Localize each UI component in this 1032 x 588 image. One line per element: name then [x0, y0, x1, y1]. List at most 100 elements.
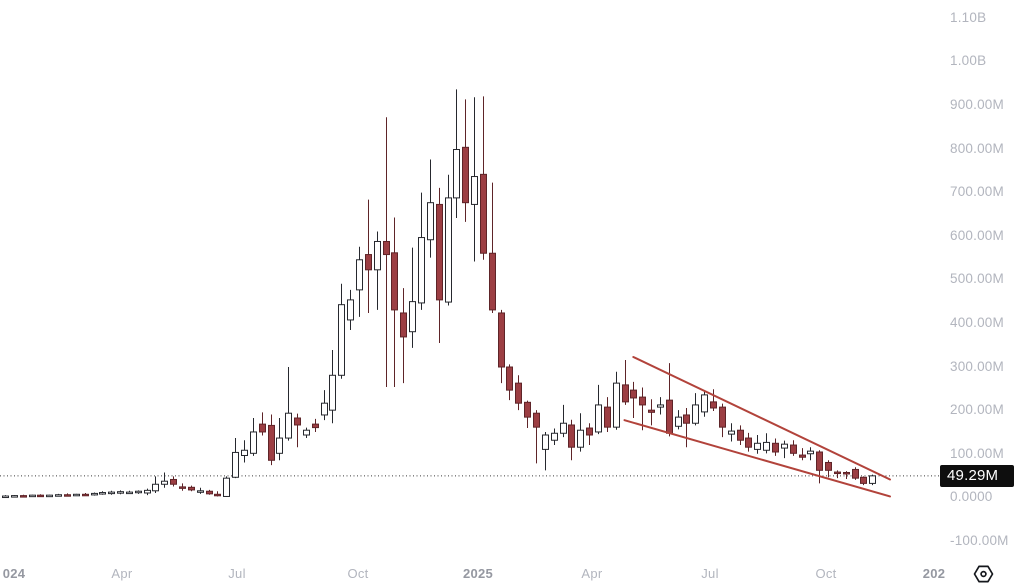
candle — [639, 387, 646, 431]
candle — [400, 288, 407, 384]
candle — [276, 418, 283, 461]
candle — [728, 423, 735, 442]
trendline-lower[interactable] — [623, 419, 891, 498]
y-tick-label: 300.00M — [950, 358, 1004, 374]
candle — [11, 495, 18, 498]
y-tick-label: 200.00M — [950, 402, 1004, 418]
candle — [719, 403, 726, 438]
y-tick-label: -100.00M — [950, 532, 1009, 548]
candle — [161, 472, 168, 488]
x-tick-label: Jul — [701, 566, 719, 581]
candle — [613, 371, 620, 430]
y-tick-label: 400.00M — [950, 314, 1004, 330]
x-tick-label: Oct — [347, 566, 369, 581]
candle — [347, 289, 354, 330]
candle — [73, 493, 80, 497]
candle — [55, 493, 62, 497]
candle — [374, 231, 381, 310]
x-tick-label: Oct — [815, 566, 837, 581]
candle — [391, 217, 398, 388]
candle — [64, 493, 71, 497]
candle — [294, 413, 301, 448]
x-tick-label: Apr — [111, 566, 133, 581]
candle — [206, 489, 213, 495]
candles — [2, 89, 876, 499]
candle — [763, 433, 770, 454]
candle — [29, 494, 36, 498]
y-tick-label: 700.00M — [950, 184, 1004, 200]
candle — [188, 485, 195, 492]
y-tick-label: 0.0000 — [950, 489, 993, 505]
candle — [790, 440, 797, 456]
x-tick-label: 202 — [922, 566, 946, 581]
candle — [383, 117, 390, 388]
candle — [99, 491, 106, 495]
candle — [807, 447, 814, 461]
candle — [586, 423, 593, 446]
candle — [453, 89, 460, 218]
y-tick-label: 500.00M — [950, 271, 1004, 287]
candle — [409, 247, 416, 348]
candle — [20, 494, 27, 498]
y-tick-label: 900.00M — [950, 97, 1004, 113]
last-price-badge: 49.29M — [940, 464, 1014, 487]
candle — [427, 159, 434, 258]
candle — [816, 450, 823, 484]
settings-gear-button[interactable] — [969, 561, 997, 587]
candle — [471, 97, 478, 262]
y-tick-label: 1.10B — [950, 9, 987, 25]
time-scale[interactable]: 024 Apr Jul Oct 2025 Apr Jul Oct 202 — [0, 562, 1032, 588]
candle — [445, 174, 452, 306]
candle — [152, 476, 159, 493]
candle — [108, 490, 115, 495]
candle — [197, 487, 204, 494]
candle — [843, 471, 850, 480]
x-tick-label: Jul — [228, 566, 246, 581]
candle — [551, 428, 558, 446]
candle — [595, 384, 602, 435]
candle — [436, 187, 443, 344]
candle — [657, 397, 664, 415]
trendline-upper[interactable] — [632, 355, 891, 481]
candle — [489, 182, 496, 313]
candle — [781, 440, 788, 459]
candle — [648, 399, 655, 426]
candle — [825, 460, 832, 478]
candle — [329, 350, 336, 424]
candle — [232, 438, 239, 479]
candle — [170, 476, 177, 487]
candle — [683, 407, 690, 448]
candle — [701, 390, 708, 417]
x-tick-label: 2025 — [462, 566, 494, 581]
candle — [46, 494, 53, 498]
price-scale[interactable]: 49.29M 1.10B 1.00B 900.00M 800.00M 700.00M 60… — [940, 0, 1032, 562]
candle — [356, 246, 363, 317]
candle — [498, 309, 505, 384]
candle — [214, 491, 221, 497]
candle — [604, 397, 611, 432]
candle — [710, 389, 717, 412]
candle — [622, 360, 629, 405]
candle — [568, 419, 575, 461]
candle — [223, 476, 230, 497]
candle — [338, 283, 345, 379]
candle — [506, 364, 513, 401]
candle — [312, 418, 319, 432]
candle — [135, 490, 142, 494]
candle — [126, 490, 133, 495]
gear-icon — [971, 562, 996, 586]
candle — [577, 413, 584, 452]
candle — [37, 494, 44, 498]
candle — [144, 488, 151, 496]
y-tick-label: 100.00M — [950, 445, 1004, 461]
candle — [834, 470, 841, 479]
candle — [852, 467, 859, 480]
candle — [480, 96, 487, 260]
candle — [285, 367, 292, 441]
candle — [250, 418, 257, 456]
candle — [82, 492, 89, 497]
candle — [268, 414, 275, 466]
candle — [2, 495, 9, 499]
